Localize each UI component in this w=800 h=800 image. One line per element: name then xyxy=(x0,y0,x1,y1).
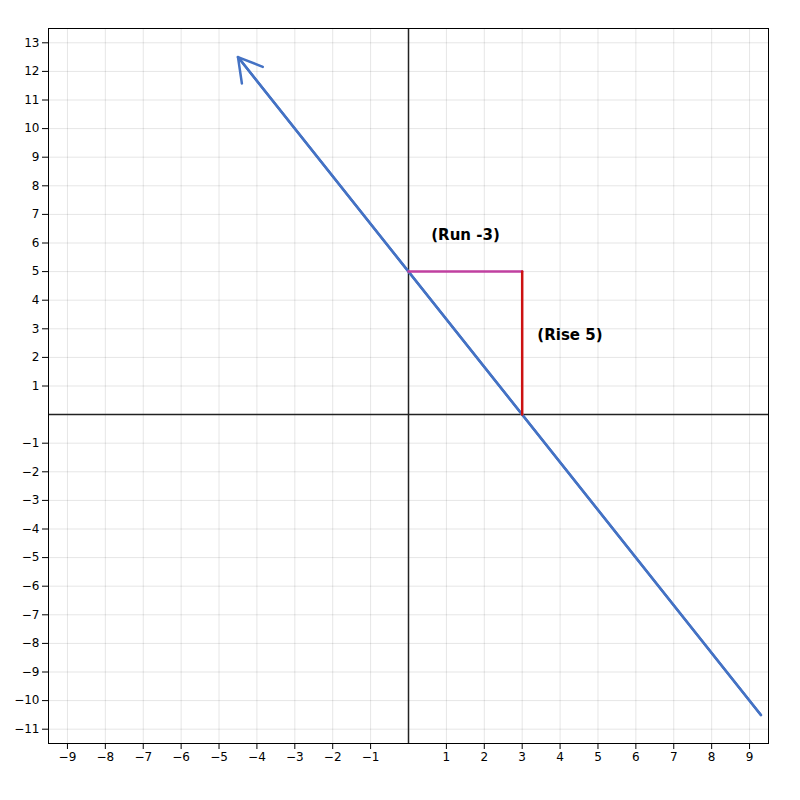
svg-text:−5: −5 xyxy=(22,550,40,564)
svg-text:(Run -3): (Run -3) xyxy=(431,226,500,244)
svg-text:6: 6 xyxy=(32,236,40,250)
svg-text:−8: −8 xyxy=(22,636,40,650)
svg-text:2: 2 xyxy=(480,750,488,764)
svg-text:−4: −4 xyxy=(22,522,40,536)
svg-text:−7: −7 xyxy=(134,750,152,764)
svg-text:2: 2 xyxy=(32,350,40,364)
svg-text:−1: −1 xyxy=(22,436,40,450)
svg-text:−9: −9 xyxy=(59,750,77,764)
svg-text:−7: −7 xyxy=(22,608,40,622)
svg-text:−11: −11 xyxy=(14,722,39,736)
svg-text:−5: −5 xyxy=(210,750,228,764)
svg-text:−6: −6 xyxy=(22,579,40,593)
svg-text:−10: −10 xyxy=(14,693,39,707)
svg-text:12: 12 xyxy=(24,64,39,78)
svg-text:6: 6 xyxy=(632,750,640,764)
svg-text:−3: −3 xyxy=(286,750,304,764)
svg-text:−3: −3 xyxy=(22,493,40,507)
svg-text:9: 9 xyxy=(746,750,754,764)
svg-text:−2: −2 xyxy=(22,465,40,479)
svg-text:−8: −8 xyxy=(96,750,114,764)
svg-text:7: 7 xyxy=(670,750,678,764)
svg-text:7: 7 xyxy=(32,207,40,221)
svg-text:1: 1 xyxy=(32,379,40,393)
svg-text:−1: −1 xyxy=(362,750,380,764)
svg-text:−9: −9 xyxy=(22,665,40,679)
svg-text:(Rise 5): (Rise 5) xyxy=(537,326,602,344)
svg-text:3: 3 xyxy=(32,322,40,336)
svg-text:−6: −6 xyxy=(172,750,190,764)
svg-text:4: 4 xyxy=(32,293,40,307)
svg-text:10: 10 xyxy=(24,121,39,135)
svg-text:13: 13 xyxy=(24,36,39,50)
svg-text:5: 5 xyxy=(32,264,40,278)
svg-text:8: 8 xyxy=(32,179,40,193)
svg-text:3: 3 xyxy=(518,750,526,764)
svg-text:5: 5 xyxy=(594,750,602,764)
svg-text:4: 4 xyxy=(556,750,564,764)
svg-text:−2: −2 xyxy=(324,750,342,764)
svg-text:−4: −4 xyxy=(248,750,266,764)
svg-text:9: 9 xyxy=(32,150,40,164)
svg-text:8: 8 xyxy=(708,750,716,764)
svg-text:11: 11 xyxy=(24,93,39,107)
svg-text:1: 1 xyxy=(443,750,451,764)
